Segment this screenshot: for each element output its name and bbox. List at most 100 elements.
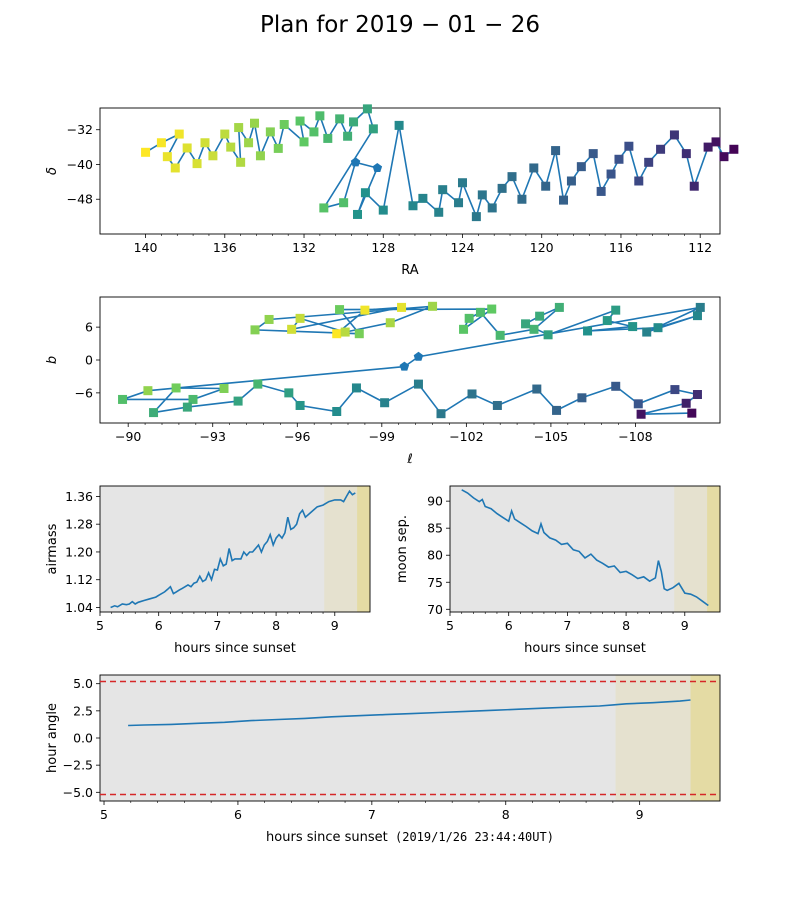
field-marker: [340, 327, 350, 337]
field-marker: [633, 399, 643, 409]
field-marker: [349, 117, 359, 127]
field-marker: [250, 118, 260, 128]
y-tick-label: 80: [427, 548, 443, 563]
field-marker: [535, 311, 545, 321]
field-marker: [681, 149, 691, 159]
y-tick-label: 90: [427, 494, 443, 509]
field-marker: [634, 176, 644, 186]
field-marker: [353, 209, 363, 219]
x-tick-label: 8: [622, 618, 630, 633]
field-marker: [656, 144, 666, 154]
field-marker: [385, 318, 395, 328]
field-marker: [719, 152, 729, 162]
field-marker: [413, 379, 423, 389]
series-line: [461, 489, 709, 607]
twilight-band: [674, 486, 708, 612]
field-marker: [464, 313, 474, 323]
x-axis-label: hours since sunset: [524, 641, 646, 656]
field-marker: [552, 405, 562, 415]
field-marker: [692, 390, 702, 400]
y-tick-label: 2.5: [73, 703, 93, 718]
field-marker: [287, 324, 297, 334]
y-tick-label: −6: [75, 385, 93, 400]
x-tick-label: 9: [681, 618, 689, 633]
hour-angle-chart: 5 6 7 8 9 −5.0 −2.5 0.0 2.5 5.0 hours since sunset…: [45, 674, 721, 845]
field-marker: [689, 181, 699, 191]
axes-frame: [99, 107, 721, 235]
field-marker: [687, 408, 697, 418]
field-marker: [394, 120, 404, 130]
field-marker: [611, 305, 621, 315]
field-marker: [264, 314, 274, 324]
field-marker: [253, 379, 263, 389]
plot-area: [100, 108, 720, 234]
field-marker: [273, 143, 283, 153]
field-marker: [335, 305, 345, 315]
y-axis-label: hour angle: [45, 703, 60, 773]
field-marker: [233, 396, 243, 406]
x-tick-label: 132: [292, 240, 316, 255]
axes-frame: [99, 296, 721, 424]
x-axis-label: ℓ: [406, 452, 412, 467]
x-tick-label: 7: [213, 618, 221, 633]
y-tick-label: −32: [67, 122, 93, 137]
twilight-band: [707, 486, 720, 612]
field-marker: [244, 138, 254, 148]
y-axis-label: airmass: [45, 523, 60, 574]
x-tick-label: 8: [272, 618, 280, 633]
field-marker: [606, 169, 616, 179]
x-tick-label: 120: [530, 240, 554, 255]
field-marker: [624, 141, 634, 151]
field-marker: [315, 111, 325, 121]
x-tick-label: −99: [369, 429, 395, 444]
field-marker: [220, 129, 230, 139]
field-marker: [188, 394, 198, 404]
y-tick-label: 5.0: [73, 676, 93, 691]
series-line: [128, 699, 691, 727]
field-marker: [703, 142, 713, 152]
x-tick-label: 8: [502, 807, 510, 822]
field-marker: [471, 212, 481, 222]
x-tick-label: 5: [96, 618, 104, 633]
field-marker: [226, 142, 236, 152]
field-marker: [192, 159, 202, 169]
plot-area: [100, 297, 720, 423]
y-tick-label: 6: [85, 320, 93, 335]
field-marker: [495, 330, 505, 340]
field-marker: [362, 104, 372, 114]
field-marker: [149, 408, 159, 418]
field-marker: [497, 183, 507, 193]
field-marker: [236, 157, 246, 167]
twilight-band: [324, 486, 358, 612]
field-marker: [529, 163, 539, 173]
x-tick-label: −93: [200, 429, 226, 444]
field-marker: [576, 162, 586, 172]
y-axis-label: b: [45, 356, 60, 364]
field-marker: [487, 203, 497, 213]
field-marker: [174, 129, 184, 139]
field-marker: [360, 305, 370, 315]
pointing-marker: [413, 351, 424, 361]
y-tick-label: −2.5: [63, 758, 93, 773]
y-tick-label: −48: [67, 192, 93, 207]
x-tick-label: −102: [449, 429, 483, 444]
twilight-band: [615, 675, 691, 801]
field-marker: [477, 190, 487, 200]
field-marker: [670, 385, 680, 395]
field-marker: [695, 302, 705, 312]
y-tick-label: 85: [427, 521, 443, 536]
x-tick-label: 112: [688, 240, 712, 255]
x-tick-label: 6: [505, 618, 513, 633]
field-marker: [118, 394, 128, 404]
field-marker: [554, 302, 564, 312]
field-marker: [729, 144, 739, 154]
field-marker: [653, 323, 663, 333]
x-tick-label: 140: [134, 240, 158, 255]
field-marker: [521, 319, 531, 329]
field-marker: [141, 147, 151, 157]
field-marker: [295, 313, 305, 323]
field-marker: [596, 186, 606, 196]
field-marker: [408, 201, 418, 211]
y-tick-label: 75: [427, 575, 443, 590]
field-marker: [628, 322, 638, 332]
